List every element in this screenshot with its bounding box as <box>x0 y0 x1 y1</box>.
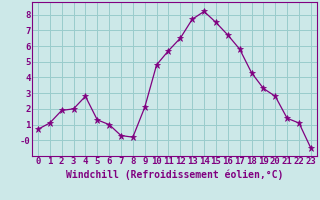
X-axis label: Windchill (Refroidissement éolien,°C): Windchill (Refroidissement éolien,°C) <box>66 169 283 180</box>
